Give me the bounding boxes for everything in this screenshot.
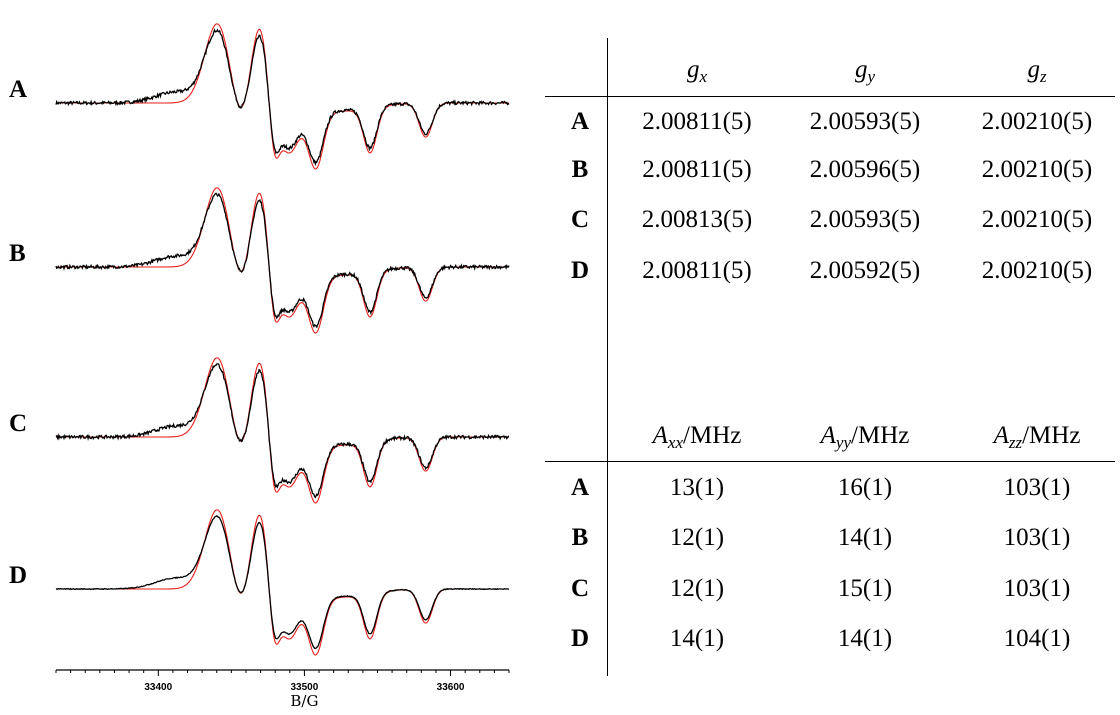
- a-cell: 16(1): [837, 474, 893, 501]
- a-cell: 103(1): [1003, 575, 1071, 602]
- g-header-y: gy: [854, 56, 876, 86]
- g-cell: 2.00596(5): [809, 156, 921, 183]
- panel-label: B: [9, 240, 26, 267]
- a-cell: 15(1): [837, 575, 893, 602]
- a-row-label: C: [570, 575, 590, 602]
- a-cell: 12(1): [669, 575, 725, 602]
- g-cell: 2.00592(5): [809, 257, 921, 284]
- a-cell: 13(1): [669, 474, 725, 501]
- g-cell: 2.00593(5): [809, 108, 921, 135]
- panel-label: D: [9, 562, 27, 589]
- g-cell: 2.00210(5): [981, 108, 1093, 135]
- a-cell: 104(1): [1003, 625, 1071, 652]
- g-cell: 2.00210(5): [981, 156, 1093, 183]
- g-row-label: D: [570, 257, 590, 284]
- a-row-label: D: [570, 625, 590, 652]
- a-cell: 103(1): [1003, 474, 1071, 501]
- experimental-spectrum-C: [55, 363, 510, 499]
- g-cell: 2.00811(5): [642, 156, 752, 183]
- x-tick-label: 33500: [291, 682, 319, 693]
- g-cell: 2.00811(5): [642, 108, 752, 135]
- a-header-zz: Azz/MHz: [993, 422, 1081, 452]
- experimental-spectrum-B: [55, 192, 510, 329]
- g-cell: 2.00210(5): [981, 257, 1093, 284]
- g-row-label: C: [570, 206, 590, 233]
- panel-label: A: [9, 76, 27, 103]
- experimental-spectrum-D: [55, 515, 510, 650]
- x-tick-label: 33600: [437, 682, 465, 693]
- a-cell: 103(1): [1003, 524, 1071, 551]
- a-cell: 14(1): [837, 524, 893, 551]
- g-cell: 2.00811(5): [642, 257, 752, 284]
- g-header-x: gx: [686, 56, 708, 86]
- g-cell: 2.00813(5): [641, 206, 753, 233]
- g-cell: 2.00593(5): [809, 206, 921, 233]
- g-row-label: A: [570, 108, 590, 135]
- experimental-spectrum-A: [55, 28, 510, 167]
- a-cell: 14(1): [837, 625, 893, 652]
- a-header-xx: Axx/MHz: [652, 422, 742, 452]
- panel-label: C: [9, 410, 27, 437]
- a-cell: 12(1): [669, 524, 725, 551]
- g-cell: 2.00210(5): [981, 206, 1093, 233]
- table-vertical-rule: [607, 38, 609, 676]
- epr-spectra-chart: A B C D 33400 33500 33600 B/G: [9, 23, 510, 710]
- a-cell: 14(1): [669, 625, 725, 652]
- x-tick-label: 33400: [144, 682, 172, 693]
- g-header-z: gz: [1027, 56, 1047, 86]
- g-row-label: B: [571, 156, 589, 183]
- x-axis-title: B/G: [290, 692, 318, 710]
- a-row-label: B: [571, 524, 589, 551]
- g-table-header-rule: [545, 96, 1115, 98]
- a-header-yy: Ayy/MHz: [820, 422, 910, 452]
- a-table-header-rule: [545, 461, 1115, 463]
- a-row-label: A: [570, 474, 590, 501]
